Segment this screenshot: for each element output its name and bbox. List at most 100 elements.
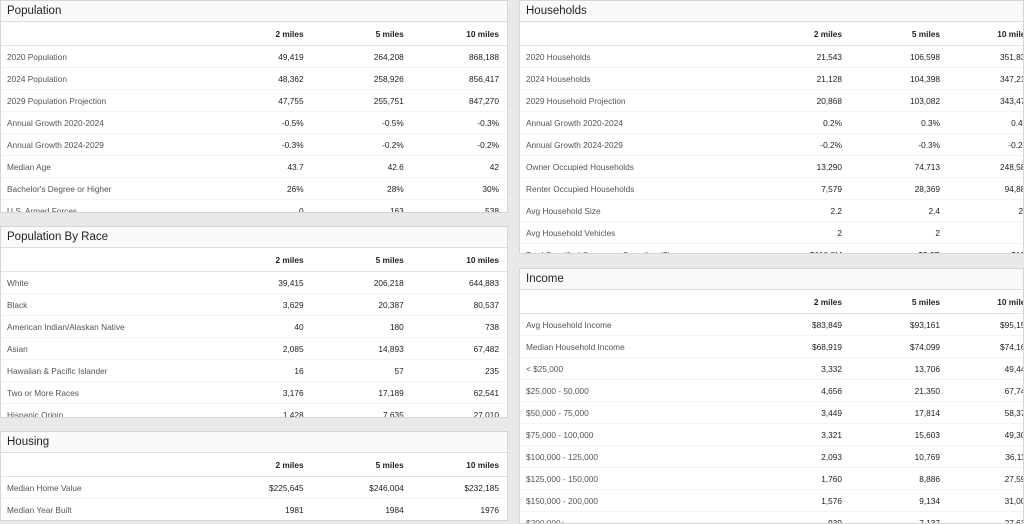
cell-value: 40 — [247, 315, 304, 338]
cell-value: 856,417 — [403, 67, 507, 90]
table-row: Median Household Income $68,919 $74,099 $74… — [520, 335, 1023, 358]
row-label: Median Age — [1, 155, 248, 178]
row-label: Avg Household Income — [520, 313, 790, 336]
column-header: 5 miles — [842, 290, 940, 314]
cell-value: -0.3% — [247, 133, 304, 156]
cell-value: 1981 — [247, 498, 304, 520]
table-row: White 39,415 206,218 644,883 — [1, 271, 507, 294]
cell-value: 180 — [303, 315, 404, 338]
cell-value: $3.3B — [842, 243, 940, 253]
cell-value: 2 — [940, 221, 1023, 244]
row-label: U.S. Armed Forces — [1, 199, 248, 212]
cell-value: $610.8M — [790, 243, 842, 253]
row-label: $50,000 - 75,000 — [520, 401, 790, 424]
row-label: Median Household Income — [520, 335, 790, 358]
table-row: Asian 2,085 14,893 67,482 — [1, 337, 507, 360]
column-header: 5 miles — [842, 22, 940, 46]
cell-value: 26% — [247, 177, 304, 200]
header-blank — [520, 290, 790, 314]
cell-value: $68,919 — [790, 335, 842, 358]
cell-value: 31,002 — [940, 489, 1023, 512]
cell-value: -0.5% — [247, 111, 304, 134]
cell-value: 258,926 — [303, 67, 404, 90]
cell-value: 2.2 — [790, 199, 842, 222]
table-row: Median Year Built 1981 1984 1976 — [1, 498, 507, 520]
row-label: 2029 Household Projection — [520, 89, 790, 112]
cell-value: 2.4 — [940, 199, 1023, 222]
cell-value: 28% — [303, 177, 404, 200]
column-header: 10 miles — [940, 22, 1023, 46]
cell-value: 847,270 — [403, 89, 507, 112]
column-header: 5 miles — [303, 453, 404, 477]
cell-value: 13,290 — [790, 155, 842, 178]
cell-value: 42 — [403, 155, 507, 178]
cell-value: 27,010 — [403, 403, 507, 417]
cell-value: 30% — [403, 177, 507, 200]
table-row: U.S. Armed Forces 0 163 538 — [1, 199, 507, 212]
cell-value: 1,576 — [790, 489, 842, 512]
cell-value: 21,543 — [790, 45, 842, 68]
race-table: 2 miles 5 miles 10 miles White 39,415 206,21… — [1, 248, 507, 417]
cell-value: -0.3% — [403, 111, 507, 134]
table-row: Renter Occupied Households 7,579 28,369 94,… — [520, 177, 1023, 200]
cell-value: 538 — [403, 199, 507, 212]
cell-value: 7,635 — [303, 403, 404, 417]
cell-value: 49,419 — [247, 45, 304, 68]
income-title: Income — [520, 269, 1023, 290]
cell-value: 20,387 — [303, 293, 404, 316]
header-blank — [1, 248, 248, 272]
cell-value: 2.4 — [842, 199, 940, 222]
cell-value: 0.2% — [790, 111, 842, 134]
cell-value: 1976 — [403, 498, 507, 520]
cell-value: 206,218 — [303, 271, 404, 294]
row-label: Annual Growth 2024-2029 — [1, 133, 248, 156]
column-header: 2 miles — [247, 248, 304, 272]
cell-value: 47,755 — [247, 89, 304, 112]
row-label: $75,000 - 100,000 — [520, 423, 790, 446]
cell-value: 163 — [303, 199, 404, 212]
cell-value: 3,449 — [790, 401, 842, 424]
row-label: Renter Occupied Households — [520, 177, 790, 200]
cell-value: 868,188 — [403, 45, 507, 68]
housing-panel: Housing 2 miles 5 miles 10 miles Median Ho… — [0, 431, 508, 521]
cell-value: 3,321 — [790, 423, 842, 446]
row-label: Annual Growth 2020-2024 — [1, 111, 248, 134]
cell-value: 20,868 — [790, 89, 842, 112]
cell-value: 94,887 — [940, 177, 1023, 200]
cell-value: 49,302 — [940, 423, 1023, 446]
cell-value: 80,537 — [403, 293, 507, 316]
header-blank — [520, 22, 790, 46]
cell-value: 1,428 — [247, 403, 304, 417]
table-row: Annual Growth 2024-2029 -0.3% -0.2% -0.2% — [1, 133, 507, 156]
cell-value: 16 — [247, 359, 304, 382]
cell-value: 10,769 — [842, 445, 940, 468]
cell-value: 255,751 — [303, 89, 404, 112]
table-row: Median Home Value $225,645 $246,004 $232,18… — [1, 476, 507, 499]
table-row: Bachelor's Degree or Higher 26% 28% 30% — [1, 177, 507, 200]
table-row: Avg Household Income$83,849$93,161$95,15… — [520, 313, 1023, 336]
cell-value: 27,633 — [940, 511, 1023, 523]
cell-value: 4,656 — [790, 379, 842, 402]
table-row: Hawaiian & Pacific Islander 16 57 235 — [1, 359, 507, 382]
cell-value: 42.6 — [303, 155, 404, 178]
cell-value: 67,482 — [403, 337, 507, 360]
cell-value: 2,085 — [247, 337, 304, 360]
cell-value: 106,598 — [842, 45, 940, 68]
row-label: Two or More Races — [1, 381, 248, 404]
table-row: Median Age 43.7 42.6 42 — [1, 155, 507, 178]
row-label: Avg Household Vehicles — [520, 221, 790, 244]
row-label: Bachelor's Degree or Higher — [1, 177, 248, 200]
cell-value: 43.7 — [247, 155, 304, 178]
row-label: Hispanic Origin — [1, 403, 248, 417]
